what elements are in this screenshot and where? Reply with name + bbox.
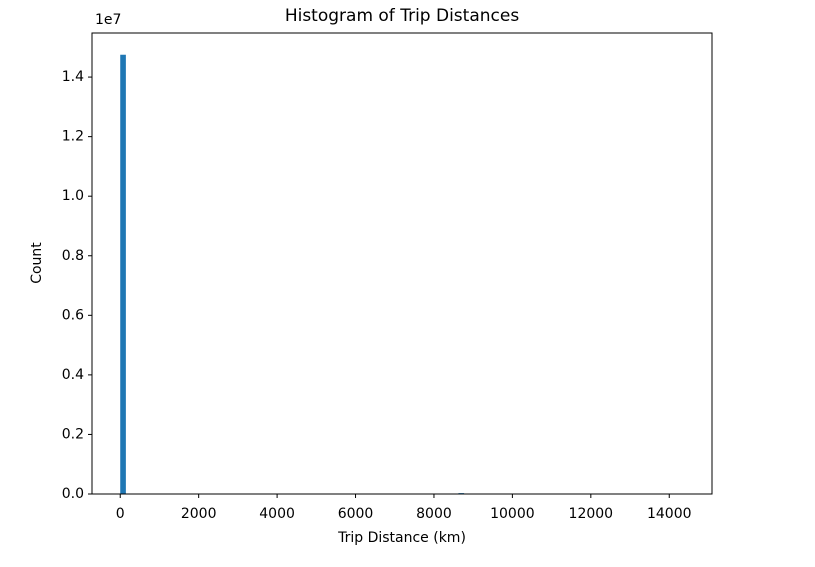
plot-frame: [91, 32, 713, 495]
x-tick-label: 0: [116, 506, 125, 522]
chart-title: Histogram of Trip Distances: [285, 6, 520, 26]
y-tick-label: 0.0: [62, 486, 84, 502]
y-tick-label: 0.6: [62, 307, 84, 323]
x-tick-label: 2000: [181, 506, 217, 522]
x-tick-label: 12000: [569, 506, 614, 522]
x-tick-label: 14000: [647, 506, 692, 522]
y-tick-label: 0.8: [62, 248, 84, 264]
y-offset-label: 1e7: [95, 12, 121, 28]
x-tick-label: 10000: [490, 506, 535, 522]
x-tick-label: 4000: [259, 506, 295, 522]
y-tick-label: 1.4: [62, 69, 84, 85]
x-tick-label: 8000: [416, 506, 452, 522]
y-tick-label: 1.0: [62, 188, 84, 204]
y-tick-label: 1.2: [62, 129, 84, 145]
x-tick-label: 6000: [338, 506, 374, 522]
y-tick-label: 0.4: [62, 367, 84, 383]
bar: [120, 54, 126, 495]
y-tick-label: 0.2: [62, 426, 84, 442]
x-axis-label: Trip Distance (km): [337, 530, 466, 546]
y-axis-label: Count: [29, 242, 45, 284]
